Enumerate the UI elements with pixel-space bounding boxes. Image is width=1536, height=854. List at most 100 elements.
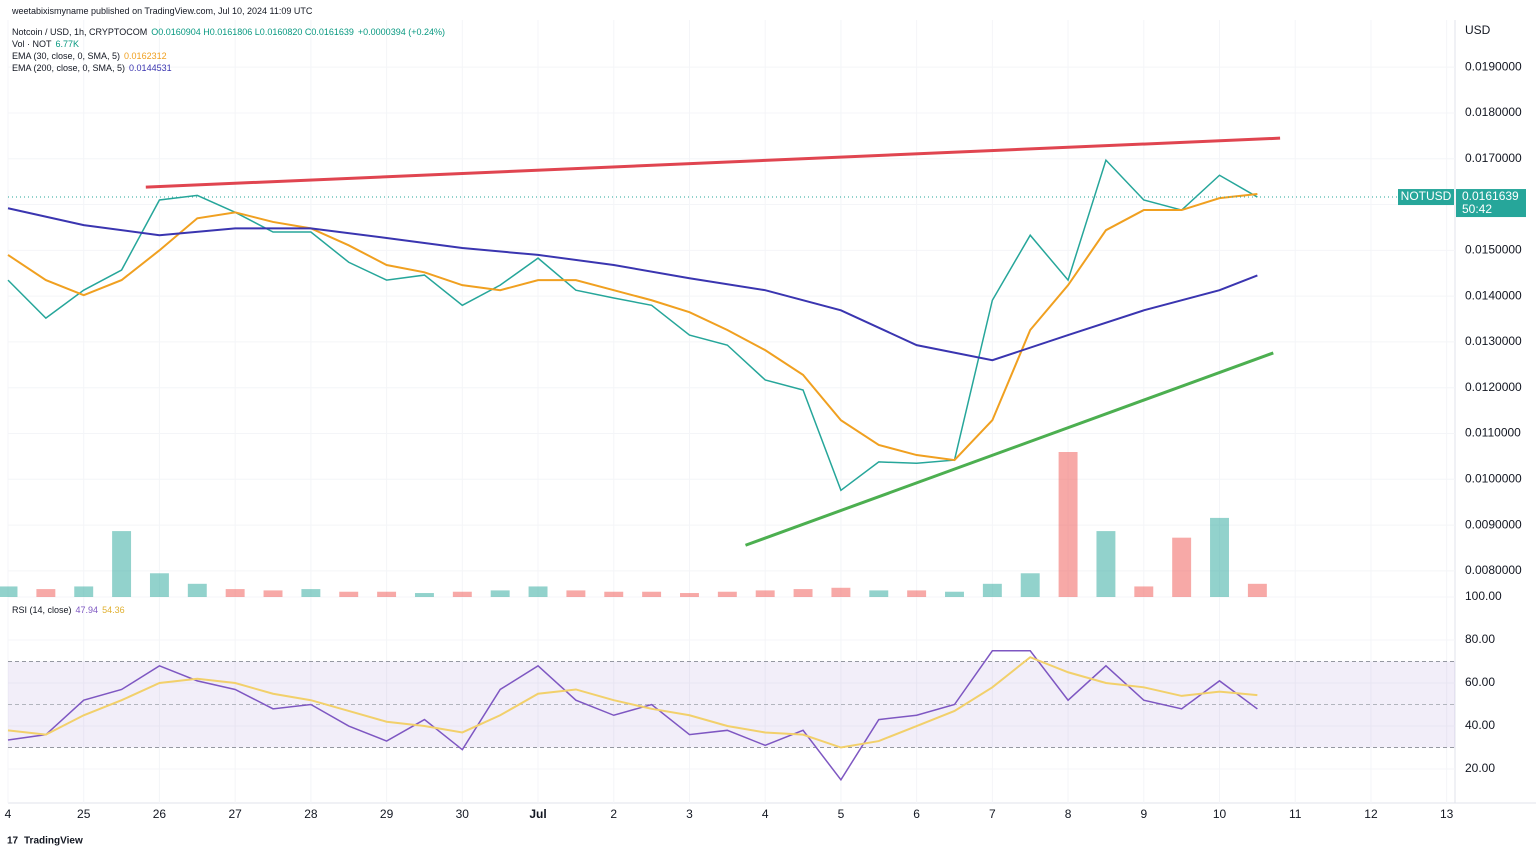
x-tick-label: 7 xyxy=(989,807,996,821)
x-tick-label: 10 xyxy=(1213,807,1227,821)
countdown: 50:42 xyxy=(1462,202,1492,216)
volume-bar xyxy=(755,590,775,597)
rsi-ma-value: 54.36 xyxy=(102,605,125,615)
series-line xyxy=(7,192,1258,462)
y-tick-label: 0.0140000 xyxy=(1465,288,1522,302)
series-line xyxy=(7,207,1258,362)
y-tick-label: 0.0180000 xyxy=(1465,105,1522,119)
price-tag xyxy=(1456,189,1526,218)
x-tick-label: 8 xyxy=(1065,807,1072,821)
y-tick-label: 0.0100000 xyxy=(1465,471,1522,485)
published-text: weetabixismyname published on TradingVie… xyxy=(12,6,313,16)
x-tick-label: 13 xyxy=(1440,807,1454,821)
volume-bar xyxy=(831,587,851,597)
volume-bar xyxy=(414,593,434,597)
trend-line xyxy=(744,351,1274,547)
legend-row: RSI (14, close) 47.94 54.36 xyxy=(12,605,129,615)
volume-bar xyxy=(907,590,927,597)
volume-bar xyxy=(1134,586,1154,597)
x-tick-label: 25 xyxy=(77,807,91,821)
x-tick-label: 9 xyxy=(1140,807,1147,821)
change: +0.0000394 (+0.24%) xyxy=(357,27,445,37)
series-line xyxy=(7,158,1258,492)
axis-label: USD xyxy=(1465,23,1491,37)
trend-line xyxy=(145,136,1281,189)
rsi-name: RSI (14, close) xyxy=(12,605,72,615)
y-tick-label: 60.00 xyxy=(1465,675,1495,689)
volume-bar xyxy=(945,591,964,597)
y-tick-label: 0.0110000 xyxy=(1465,426,1521,440)
volume-bar xyxy=(0,586,18,597)
x-tick-label: 3 xyxy=(686,807,693,821)
ema-value: 0.0162312 xyxy=(124,51,167,61)
x-tick-label: 2 xyxy=(610,807,617,821)
volume-bar xyxy=(1020,573,1040,597)
rsi-value: 47.94 xyxy=(75,605,99,615)
x-tick-label: Jul xyxy=(529,807,546,821)
volume-bar xyxy=(74,586,94,597)
x-tick-label: 6 xyxy=(913,807,920,821)
volume-bar xyxy=(490,590,510,597)
y-tick-label: 0.0080000 xyxy=(1465,563,1522,577)
volume-bar xyxy=(1247,583,1267,597)
volume-bar xyxy=(187,583,207,597)
published: weetabixismyname published on TradingVie… xyxy=(12,6,316,16)
volume-bar xyxy=(717,591,737,597)
volume-value: 6.77K xyxy=(55,39,80,49)
volume-bar xyxy=(301,589,321,597)
legend-row: Vol · NOT 6.77K xyxy=(12,39,83,49)
ohlc: O0.0160904 H0.0161806 L0.0160820 C0.0161… xyxy=(151,27,354,37)
x-tick-label: 26 xyxy=(153,807,167,821)
volume-name: Vol · NOT xyxy=(12,39,52,49)
x-tick-label: 29 xyxy=(380,807,394,821)
logo: TradingView xyxy=(24,836,83,847)
x-tick-label: 4 xyxy=(5,807,12,821)
y-tick-label: 0.0190000 xyxy=(1465,59,1522,73)
volume-bar xyxy=(604,591,624,597)
volume-bar xyxy=(112,531,132,597)
legend-row: EMA (200, close, 0, SMA, 5) 0.0144531 xyxy=(12,63,176,73)
x-tick-label: 4 xyxy=(762,807,769,821)
y-tick-label: 20.00 xyxy=(1465,761,1495,775)
volume-bar xyxy=(36,589,56,597)
x-tick-label: 28 xyxy=(304,807,318,821)
y-tick-label: 80.00 xyxy=(1465,632,1495,646)
volume-bar xyxy=(149,573,169,597)
y-tick-label: 40.00 xyxy=(1465,718,1495,732)
volume-bar xyxy=(452,591,472,597)
y-tick-label: 0.0090000 xyxy=(1465,517,1522,531)
legend-row: Notcoin / USD, 1h, CRYPTOCOM O0.0160904 H… xyxy=(12,27,449,37)
volume-bar xyxy=(869,590,889,597)
logo-mark: 17 xyxy=(7,836,19,847)
volume-bar xyxy=(263,590,283,597)
x-tick-label: 27 xyxy=(228,807,242,821)
volume-bar xyxy=(225,589,245,597)
volume-bar xyxy=(1172,537,1192,597)
ema-name: EMA (200, close, 0, SMA, 5) xyxy=(12,63,126,73)
y-tick-label: 100.00 xyxy=(1465,589,1502,603)
volume-bar xyxy=(1096,531,1116,597)
volume-bar xyxy=(1210,517,1229,597)
volume-bar xyxy=(528,586,548,597)
price-label: 0.0161639 xyxy=(1462,189,1519,203)
series-line xyxy=(7,650,1258,782)
volume-bar xyxy=(793,589,813,597)
volume-bar xyxy=(566,590,586,597)
x-tick-label: 11 xyxy=(1289,807,1302,821)
volume-bar xyxy=(339,591,359,597)
x-tick-label: 30 xyxy=(456,807,470,821)
symbol-label: NOTUSD xyxy=(1401,189,1452,203)
y-tick-label: 0.0150000 xyxy=(1465,243,1522,257)
volume-bar xyxy=(680,593,699,597)
y-tick-label: 0.0130000 xyxy=(1465,334,1522,348)
x-tick-label: 5 xyxy=(838,807,845,821)
symbol: Notcoin / USD, 1h, CRYPTOCOM xyxy=(12,27,148,37)
ema-value: 0.0144531 xyxy=(129,63,172,73)
series-line xyxy=(7,656,1258,749)
volume-bar xyxy=(1058,452,1078,597)
symbol-tag xyxy=(1398,189,1454,206)
volume-bar xyxy=(642,591,662,597)
ema-name: EMA (30, close, 0, SMA, 5) xyxy=(12,51,121,61)
